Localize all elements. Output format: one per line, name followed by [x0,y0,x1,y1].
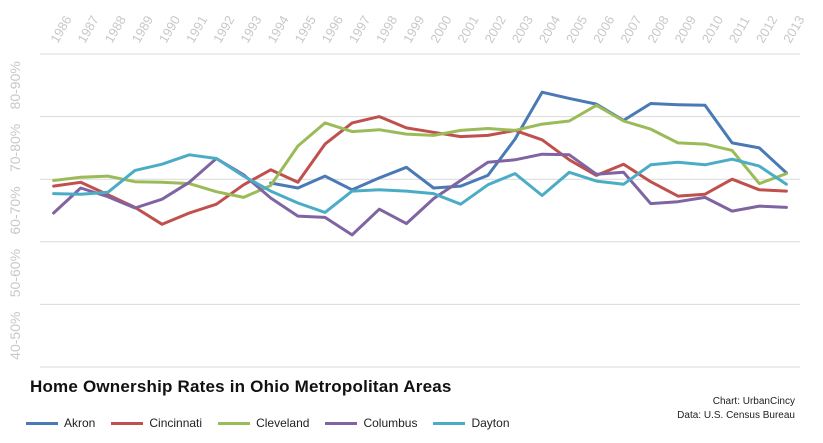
legend-swatch [26,421,58,425]
y-tick-label: 60-70% [7,186,23,234]
x-tick-label: 1999 [400,13,427,46]
x-tick-label: 2011 [726,14,753,46]
x-tick-label: 2012 [753,13,780,46]
x-tick-label: 1986 [47,13,74,46]
x-tick-label: 2000 [427,13,454,46]
x-tick-label: 2009 [671,13,698,46]
chart-legend: Akron Cincinnati Cleveland Columbus Dayton [26,416,526,430]
legend-label: Cleveland [256,416,310,430]
x-tick-label: 2002 [481,13,508,46]
x-tick-label: 2013 [780,13,807,46]
series-line-cleveland [52,103,788,199]
data-credit-line: Data: U.S. Census Bureau [677,410,795,421]
legend-label: Dayton [471,416,510,430]
y-tick-label: 80-90% [7,61,23,109]
legend-item-cleveland: Cleveland [218,416,309,430]
chart-credits: Chart: UrbanCincy Data: U.S. Census Bure… [677,395,795,423]
chart-title: Home Ownership Rates in Ohio Metropolita… [30,377,452,396]
x-tick-label: 2008 [644,13,671,46]
legend-swatch [325,421,358,425]
x-tick-label: 1988 [101,13,128,46]
series-line-cincinnati [52,115,788,226]
x-tick-label: 1996 [319,13,346,46]
x-tick-label: 1995 [291,13,318,46]
x-tick-label: 1994 [264,13,291,46]
legend-label: Cincinnati [149,416,203,430]
x-tick-label: 1992 [210,13,237,46]
legend-label: Columbus [363,416,418,430]
x-tick-label: 1987 [74,13,101,46]
legend-item-cincinnati: Cincinnati [111,416,202,430]
y-tick-label: 40-50% [7,312,23,360]
x-tick-label: 2005 [563,13,590,46]
x-tick-label: 1993 [237,13,264,46]
chart-credit-line: Chart: UrbanCincy [712,396,795,407]
series-line-dayton [52,153,788,214]
series-line-columbus [52,152,788,237]
x-tick-label: 2001 [454,13,481,46]
legend-item-dayton: Dayton [433,416,510,430]
x-tick-label: 1991 [183,13,210,46]
x-tick-label: 1997 [346,13,373,46]
x-tick-label: 2007 [617,13,644,46]
x-tick-label: 1990 [156,13,183,46]
series-line-akron [269,90,788,192]
legend-swatch [218,421,251,425]
y-tick-label: 70-80% [7,124,23,172]
x-tick-label: 1998 [373,13,400,46]
x-tick-label: 2003 [509,13,536,46]
legend-label: Akron [64,416,96,430]
x-tick-label: 2006 [590,13,617,46]
x-tick-label: 2004 [536,13,563,46]
y-tick-label: 50-60% [7,249,23,297]
legend-swatch [111,421,144,425]
legend-item-columbus: Columbus [325,416,417,430]
legend-swatch [433,421,466,425]
x-tick-label: 2010 [699,13,726,46]
x-tick-label: 1989 [129,13,156,46]
legend-item-akron: Akron [26,416,95,430]
